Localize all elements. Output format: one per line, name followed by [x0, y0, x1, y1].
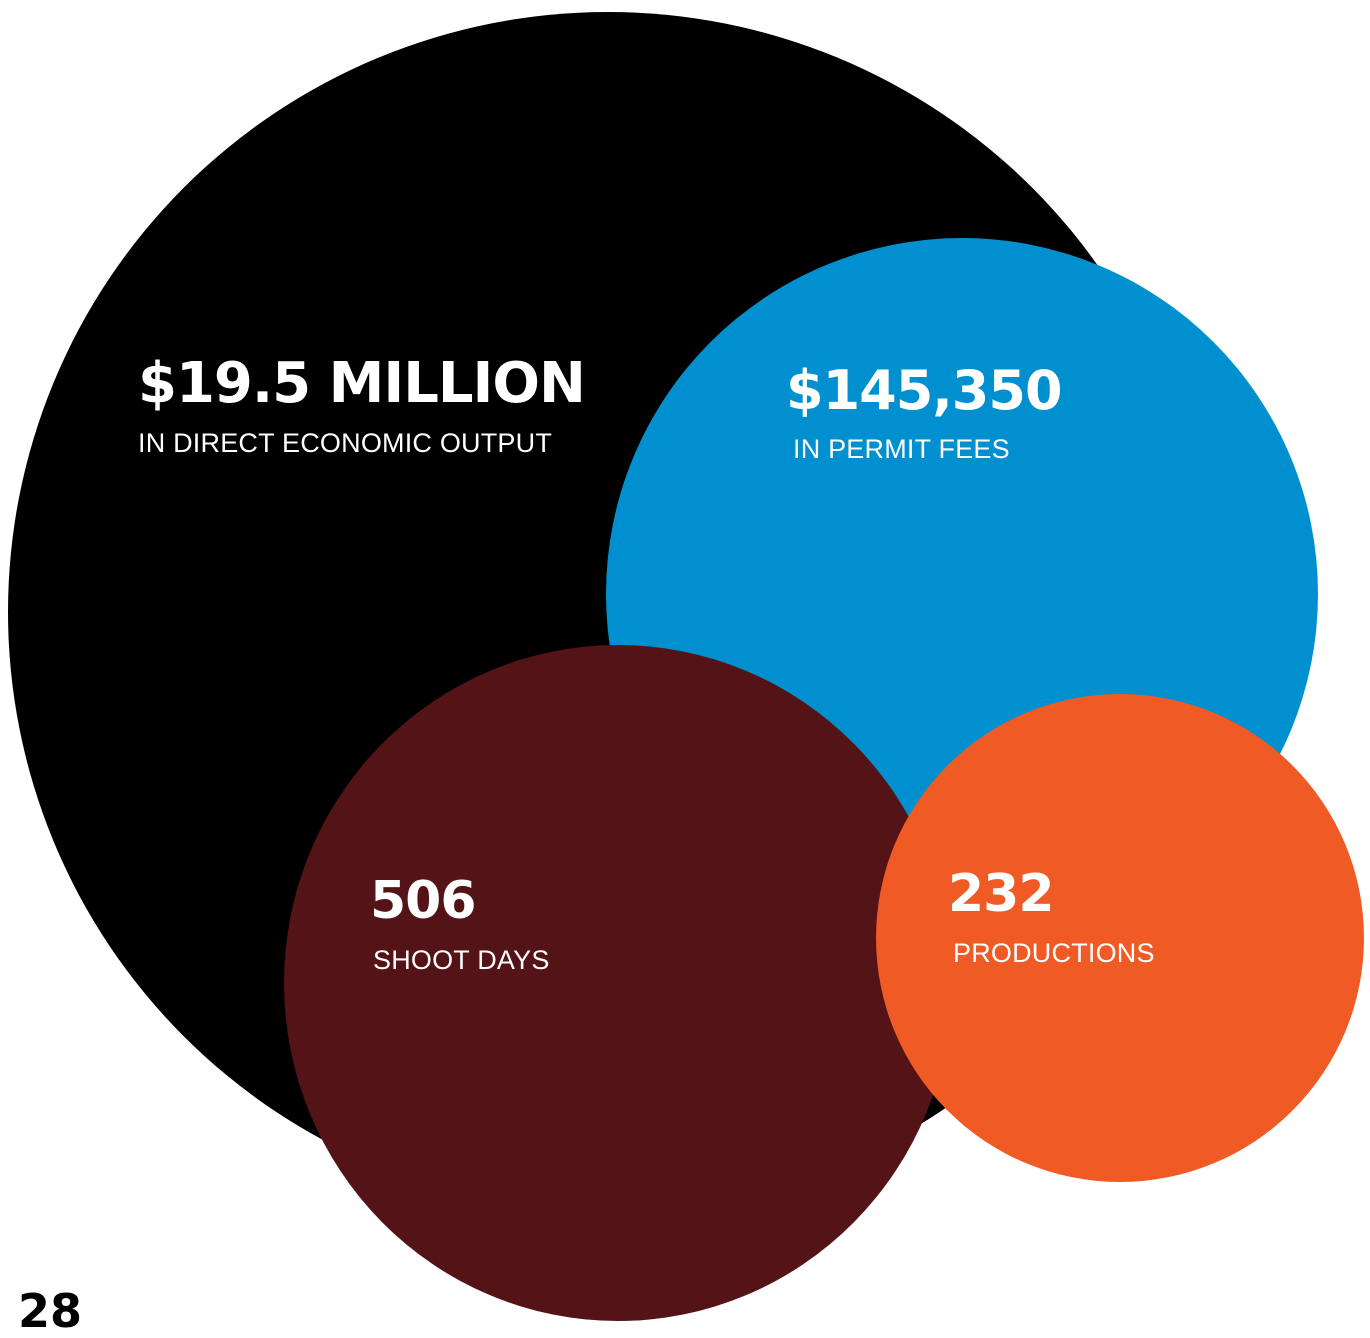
- page-number: 28: [18, 1284, 83, 1338]
- productions-circle: [876, 694, 1364, 1182]
- shoot-days-circle: [284, 645, 952, 1321]
- permit-fees-value: $145,350: [786, 359, 1063, 422]
- productions-label: PRODUCTIONS: [953, 938, 1155, 968]
- shoot-days-stat: 506 SHOOT DAYS: [370, 875, 550, 974]
- economic-output-stat: $19.5 MILLION IN DIRECT ECONOMIC OUTPUT: [138, 351, 586, 458]
- economic-output-value: $19.5 MILLION: [138, 351, 586, 416]
- shoot-days-value: 506: [370, 871, 477, 931]
- productions-value: 232: [948, 864, 1055, 924]
- shoot-days-label: SHOOT DAYS: [373, 945, 550, 975]
- productions-stat: 232 PRODUCTIONS: [948, 868, 1155, 967]
- permit-fees-stat: $145,350 IN PERMIT FEES: [786, 359, 1063, 464]
- economic-output-label: IN DIRECT ECONOMIC OUTPUT: [138, 428, 553, 458]
- permit-fees-label: IN PERMIT FEES: [793, 434, 1010, 464]
